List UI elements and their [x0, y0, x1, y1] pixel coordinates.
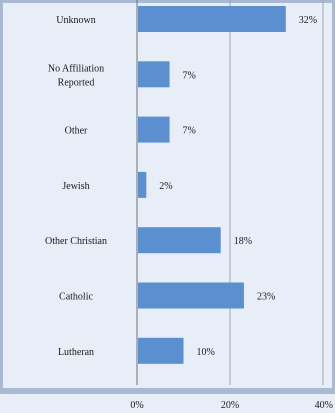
x-axis-ticks: 0% 20% 40%: [130, 400, 333, 411]
bar-other-christian: [138, 227, 221, 254]
category-label-catholic: Catholic: [59, 292, 93, 303]
category-label-other: Other: [65, 126, 88, 137]
value-label-jewish: 2%: [159, 181, 172, 192]
bar-no-affiliation-reported: [138, 61, 170, 88]
bar-catholic: [138, 282, 244, 309]
value-label-catholic: 23%: [257, 292, 275, 303]
category-label-lutheran: Lutheran: [58, 347, 94, 358]
value-label-no-affiliation-reported: 7%: [183, 70, 196, 81]
value-label-unknown: 32%: [299, 15, 317, 26]
bar-unknown: [138, 6, 286, 32]
value-label-other: 7%: [183, 126, 196, 137]
gridlines: [229, 0, 324, 385]
x-tick-label-40pct: 40%: [315, 400, 333, 411]
bar-other: [138, 116, 170, 143]
bars: [138, 6, 286, 364]
labels: Unknown 32% No Affiliation Reported 7% Other 7…: [45, 15, 317, 358]
value-label-other-christian: 18%: [234, 236, 252, 247]
bar-jewish: [138, 171, 147, 198]
category-label-no-affiliation-reported: No Affiliation Reported: [48, 63, 104, 88]
category-label-unknown: Unknown: [56, 15, 95, 26]
x-tick-label-20pct: 20%: [221, 400, 239, 411]
chart-frame: [0, 0, 335, 394]
x-tick-label-0pct: 0%: [130, 400, 143, 411]
category-label-other-christian: Other Christian: [45, 236, 107, 247]
category-label-jewish: Jewish: [62, 181, 89, 192]
value-label-lutheran: 10%: [197, 347, 215, 358]
bar-lutheran: [138, 337, 184, 364]
